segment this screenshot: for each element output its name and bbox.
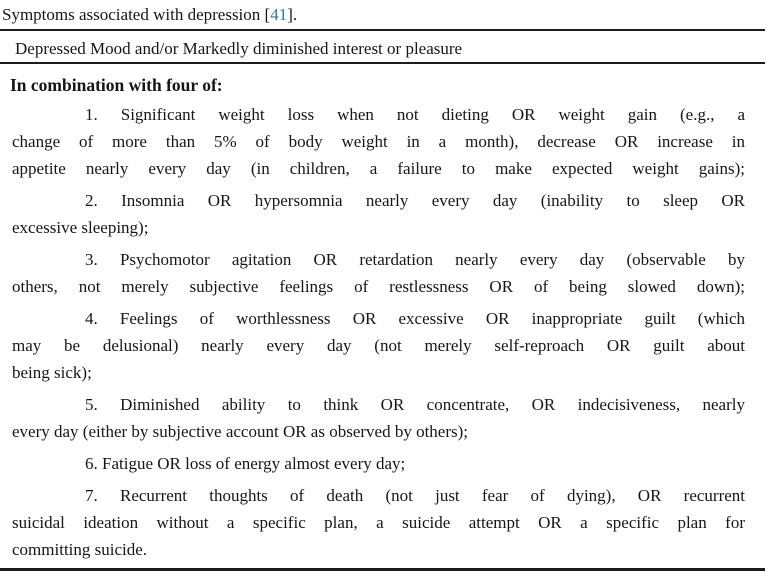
subheader: In combination with four of: bbox=[10, 75, 223, 95]
symptom-line: committing suicide. bbox=[12, 540, 148, 559]
symptom-line: 4. Feelings of worthlessness OR excessiv… bbox=[85, 309, 745, 328]
symptom-line: 1. Significant weight loss when not diet… bbox=[85, 105, 745, 124]
symptom-line: 6. Fatigue OR loss of energy almost ever… bbox=[85, 454, 406, 473]
caption-text-after: ]. bbox=[287, 5, 298, 24]
symptom-list: 1. Significant weight loss when not diet… bbox=[0, 95, 765, 563]
symptom-item-5: 5. Diminished ability to think OR concen… bbox=[0, 391, 765, 445]
table-top-rule bbox=[0, 29, 765, 31]
symptom-item-1: 1. Significant weight loss when not diet… bbox=[0, 101, 765, 182]
symptom-line: being sick); bbox=[12, 363, 92, 382]
symptom-line: 3. Psychomotor agitation OR retardation … bbox=[85, 250, 745, 269]
symptom-item-6: 6. Fatigue OR loss of energy almost ever… bbox=[0, 450, 765, 477]
symptom-line: excessive sleeping); bbox=[12, 218, 149, 237]
paper-table: Symptoms associated with depression [41]… bbox=[0, 0, 765, 571]
symptom-line: change of more than 5% of body weight in… bbox=[12, 132, 745, 151]
symptom-item-4: 4. Feelings of worthlessness OR excessiv… bbox=[0, 305, 765, 386]
symptom-line: others, not merely subjective feelings o… bbox=[12, 277, 745, 296]
table-mid-rule bbox=[0, 62, 765, 64]
citation-link[interactable]: 41 bbox=[270, 5, 288, 24]
table-caption: Symptoms associated with depression [41]… bbox=[0, 0, 765, 29]
table-bottom-rule bbox=[0, 568, 765, 571]
symptom-line: appetite nearly every day (in children, … bbox=[12, 159, 745, 178]
symptom-line: every day (either by subjective account … bbox=[12, 422, 469, 441]
symptom-item-2: 2. Insomnia OR hypersomnia nearly every … bbox=[0, 187, 765, 241]
symptom-item-3: 3. Psychomotor agitation OR retardation … bbox=[0, 246, 765, 300]
symptom-line: suicidal ideation without a specific pla… bbox=[12, 513, 745, 532]
symptom-line: 2. Insomnia OR hypersomnia nearly every … bbox=[85, 191, 745, 210]
symptom-line: 7. Recurrent thoughts of death (not just… bbox=[85, 486, 745, 505]
symptom-item-7: 7. Recurrent thoughts of death (not just… bbox=[0, 482, 765, 563]
criterion-row: Depressed Mood and/or Markedly diminishe… bbox=[15, 39, 463, 58]
caption-text-before: Symptoms associated with depression [ bbox=[2, 5, 271, 24]
symptom-line: may be delusional) nearly every day (not… bbox=[12, 336, 745, 355]
symptom-line: 5. Diminished ability to think OR concen… bbox=[85, 395, 745, 414]
